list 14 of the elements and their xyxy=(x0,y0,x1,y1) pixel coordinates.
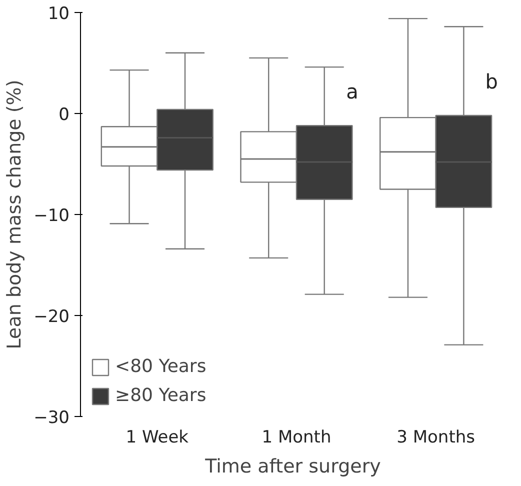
y-tick-label: −20 xyxy=(34,307,70,327)
y-tick-label: 10 xyxy=(48,4,70,24)
y-tick-label: −10 xyxy=(34,206,70,226)
legend-label: ≥80 Years xyxy=(115,385,206,406)
annotation: a xyxy=(346,80,358,104)
x-tick-label: 1 Week xyxy=(126,428,189,448)
x-axis-title: Time after surgery xyxy=(204,456,381,478)
x-tick-label: 1 Month xyxy=(262,428,332,448)
y-axis-title: Lean body mass change (%) xyxy=(4,80,26,350)
x-tick-label: 3 Months xyxy=(396,428,476,448)
legend-label: <80 Years xyxy=(115,356,206,377)
y-tick-label: 0 xyxy=(58,105,70,125)
y-tick-label: −30 xyxy=(34,408,70,428)
annotation: b xyxy=(485,70,498,94)
